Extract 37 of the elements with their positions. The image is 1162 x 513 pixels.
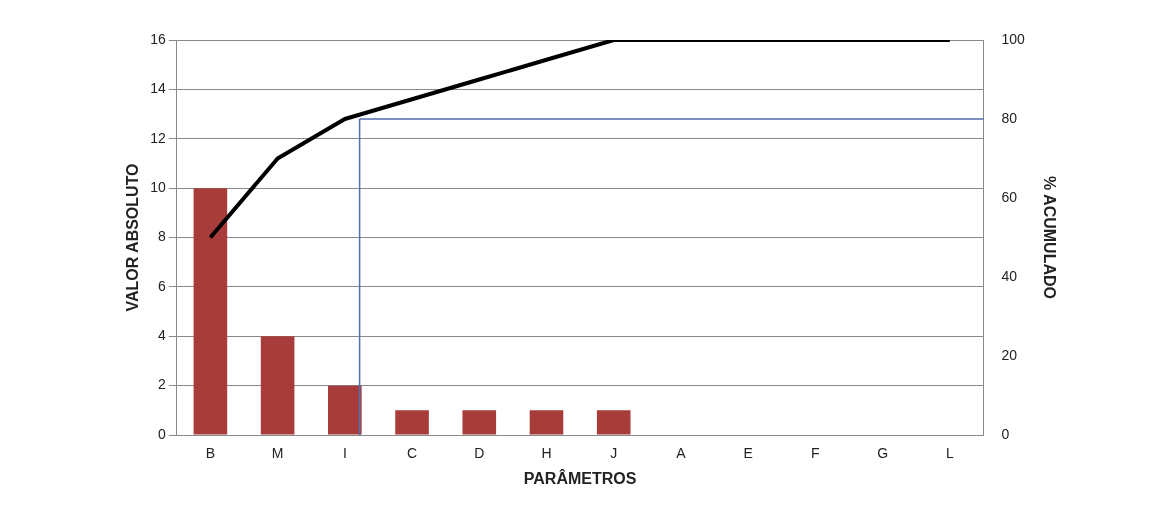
bar [260, 336, 295, 435]
y-tick-label: 6 [157, 277, 166, 294]
x-tick-label: G [877, 445, 889, 462]
x-tick-label: F [811, 445, 820, 462]
y-tick-label: 4 [157, 327, 166, 344]
y-tick-label: 0 [157, 425, 166, 442]
x-tick-label: B [205, 445, 216, 462]
x-tick-label: L [945, 445, 954, 462]
y-tick-label: 12 [150, 129, 166, 146]
bar [395, 410, 429, 435]
y2-axis-title: % ACUMULADO [1040, 176, 1058, 299]
bar [328, 385, 362, 435]
bar [462, 410, 497, 435]
bar [193, 188, 228, 435]
y-tick-label: 14 [150, 80, 166, 97]
y2-tick-label: 0 [1001, 425, 1010, 442]
y2-tick-label: 100 [1001, 30, 1026, 47]
y-tick-label: 10 [150, 178, 166, 195]
x-tick-label: I [342, 445, 347, 462]
x-axis-title: PARÂMETROS [523, 468, 637, 487]
y-tick-label: 8 [157, 228, 166, 245]
y2-tick-label: 20 [1001, 346, 1018, 363]
x-tick-label: E [743, 445, 753, 462]
x-tick-label: A [676, 445, 687, 462]
y2-tick-label: 80 [1001, 109, 1018, 126]
y2-tick-label: 40 [1001, 267, 1018, 284]
bar [596, 410, 631, 435]
x-tick-label: D [474, 445, 485, 462]
bar [529, 410, 564, 435]
y-axis-title: VALOR ABSOLUTO [124, 163, 142, 312]
x-tick-label: J [610, 445, 618, 462]
y-tick-label: 16 [150, 30, 166, 47]
y2-tick-label: 60 [1001, 188, 1018, 205]
x-tick-label: C [406, 445, 418, 462]
y-tick-label: 2 [157, 376, 166, 393]
x-tick-label: H [541, 445, 552, 462]
x-tick-label: M [271, 445, 284, 462]
